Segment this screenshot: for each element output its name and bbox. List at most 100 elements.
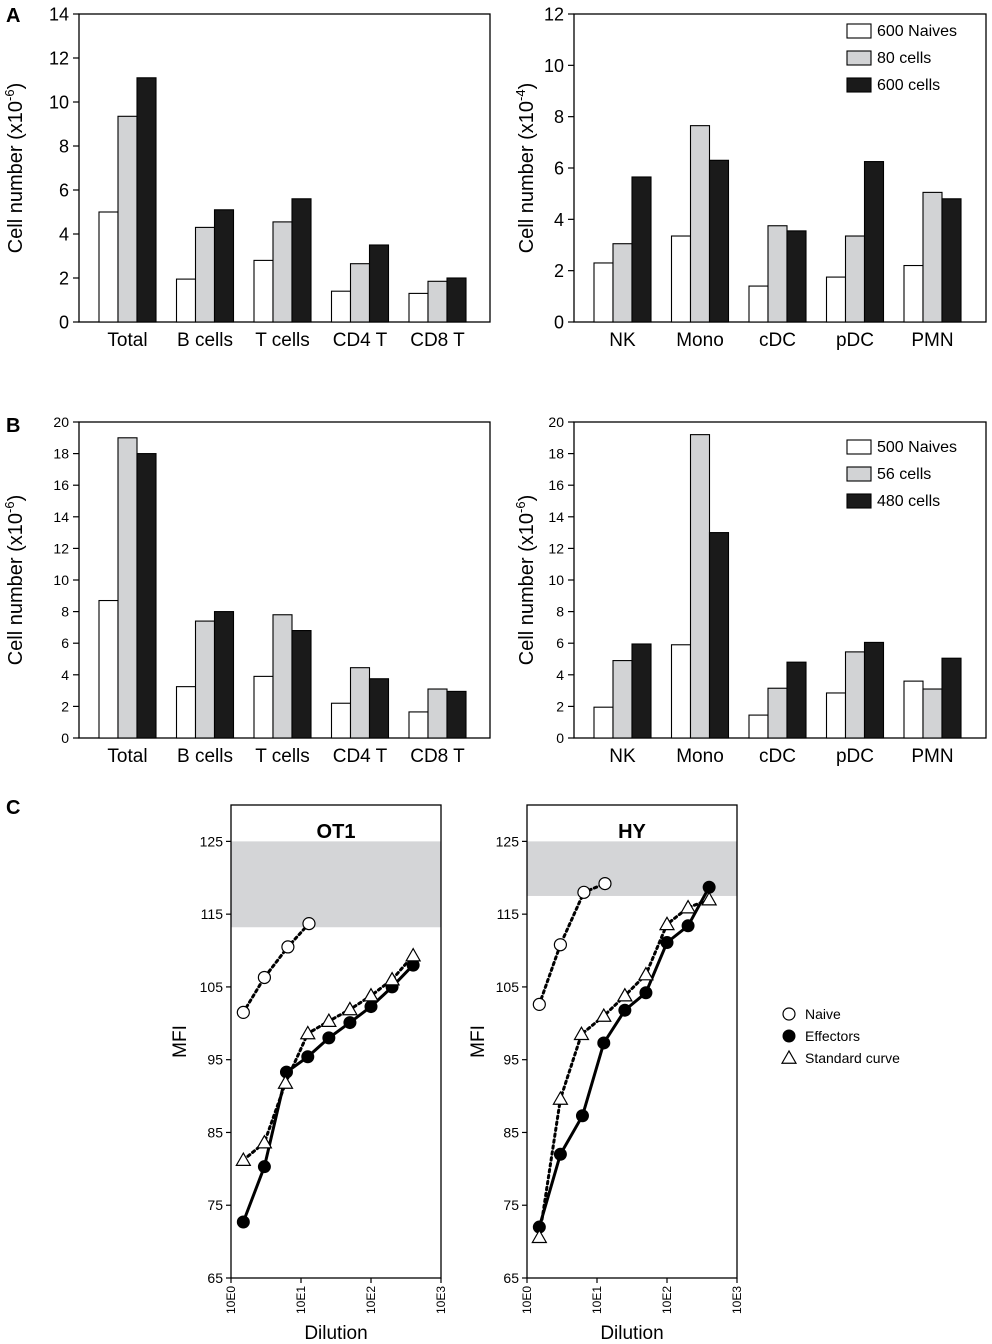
y-tick-label: 12: [49, 48, 69, 68]
x-tick-label: 10E3: [434, 1286, 448, 1314]
bar: [117, 437, 138, 739]
y-axis-label-close: ): [516, 83, 538, 90]
marker-standard-curve: [235, 1151, 252, 1166]
marker-standard-curve: [780, 1049, 798, 1064]
bar: [786, 661, 807, 739]
bar: [175, 278, 197, 323]
line-legend-label: Effectors: [805, 1028, 860, 1044]
category-label: CD8 T: [410, 330, 465, 351]
y-tick-label: 115: [497, 906, 520, 922]
marker-naive: [577, 885, 591, 899]
y-axis-label-close: ): [516, 495, 538, 502]
marker-naive: [553, 938, 567, 952]
y-axis-label: Cell number (x10-6): [2, 83, 27, 254]
y-tick-label: 125: [200, 833, 224, 849]
y-tick-label: 2: [556, 698, 564, 714]
category-label: PMN: [911, 746, 953, 767]
bar: [844, 235, 866, 323]
bar: [98, 211, 119, 323]
bar: [593, 706, 614, 739]
y-axis-label-exponent: -6: [2, 89, 17, 101]
saturation-band: [231, 841, 441, 928]
legend-label: 56 cells: [877, 466, 931, 483]
marker-standard-curve: [256, 1134, 273, 1149]
bar: [213, 611, 235, 739]
y-tick-label: 4: [59, 224, 69, 244]
y-tick-label: 14: [49, 4, 69, 24]
bar: [272, 221, 293, 323]
category-label: NK: [609, 330, 636, 351]
marker-effector: [681, 919, 695, 933]
y-tick-label: 65: [503, 1270, 519, 1286]
bar: [631, 176, 652, 323]
y-tick-label: 12: [53, 540, 69, 556]
y-tick-label: 0: [59, 312, 69, 332]
panel-label-c: C: [6, 797, 20, 819]
category-label: pDC: [836, 746, 874, 767]
bar: [670, 644, 692, 739]
y-tick-label: 125: [496, 833, 520, 849]
bar: [253, 259, 274, 323]
saturation-band: [527, 841, 737, 896]
chart-C-OT1: OT1 65 75 85 95 105 115 125 10E0 10E1 10E2 10E3 Dilu…: [170, 804, 448, 1344]
y-axis-label-text: Cell number (x10: [5, 513, 27, 665]
bar: [291, 630, 312, 739]
bar: [593, 262, 614, 323]
legend-swatch: [846, 493, 872, 509]
y-tick-label: 6: [554, 158, 564, 178]
category-label: PMN: [911, 330, 953, 351]
y-tick-label: 2: [59, 268, 69, 288]
bar: [670, 235, 692, 323]
y-tick-label: 14: [548, 509, 564, 525]
chart-A-right: 0 2 4 6 8 10 12 Cell number (x10-4) NK Mono cDC pDC…: [513, 4, 987, 351]
y-axis-label: Cell number (x10-6): [513, 495, 538, 666]
category-label: Mono: [676, 746, 724, 767]
series-line-standard-curve: [537, 898, 711, 1239]
marker-standard-curve: [658, 916, 676, 931]
category-label: NK: [609, 746, 636, 767]
y-tick-label: 10: [49, 92, 69, 112]
y-axis-label: MFI: [170, 1025, 191, 1058]
y-axis-label-close: ): [5, 495, 27, 502]
y-tick-label: 95: [503, 1052, 519, 1068]
y-tick-label: 2: [554, 261, 564, 281]
y-tick-label: 16: [53, 477, 69, 493]
series-line-naive: [537, 882, 607, 1006]
marker-standard-curve: [531, 1229, 548, 1244]
bar: [349, 667, 371, 739]
y-tick-label: 6: [61, 635, 69, 651]
x-tick-label: 10E0: [520, 1286, 534, 1314]
marker-effector: [639, 986, 653, 1000]
bar: [291, 198, 312, 323]
marker-standard-curve: [680, 899, 697, 914]
y-tick-label: 12: [544, 4, 564, 24]
bar: [272, 614, 293, 739]
y-axis-label-exponent: -6: [513, 501, 528, 513]
legend-label: 80 cells: [877, 50, 931, 67]
marker-naive: [236, 1005, 250, 1019]
bar: [136, 453, 157, 739]
y-tick-label: 12: [548, 540, 564, 556]
y-tick-label: 105: [496, 979, 520, 995]
y-tick-label: 2: [61, 698, 69, 714]
marker-effector: [618, 1003, 632, 1017]
category-label: B cells: [177, 330, 233, 351]
y-axis-label-exponent: -6: [2, 501, 17, 513]
bar: [427, 688, 448, 739]
bar: [941, 198, 962, 323]
marker-standard-curve: [362, 987, 380, 1002]
series-line-naive: [241, 922, 311, 1014]
marker-naive: [598, 876, 612, 891]
chart-A-left: 0 2 4 6 8 10 12 14 Cell number (x10-6) Total B cel…: [2, 4, 491, 351]
y-tick-label: 8: [554, 107, 564, 127]
y-tick-label: 14: [53, 509, 69, 525]
y-tick-label: 6: [59, 180, 69, 200]
category-label: CD4 T: [333, 330, 388, 351]
marker-effector: [782, 1029, 796, 1043]
y-axis-label-text: Cell number (x10: [516, 101, 538, 253]
marker-standard-curve: [277, 1074, 294, 1089]
category-label: T cells: [255, 330, 310, 351]
line-legend-label: Standard curve: [805, 1050, 900, 1066]
bar: [194, 620, 216, 739]
category-label: pDC: [836, 330, 874, 351]
